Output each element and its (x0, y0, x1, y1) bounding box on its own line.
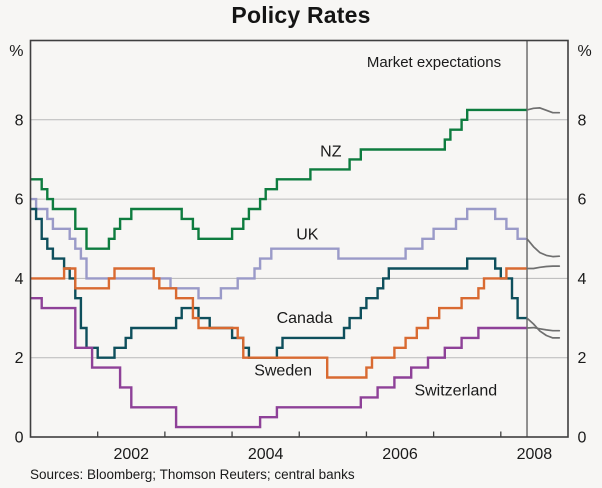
expectations-line-nz (526, 107, 561, 114)
y-axis-label-left-4: 4 (15, 271, 24, 288)
y-axis-unit-left: % (9, 43, 23, 60)
series-label-uk: UK (296, 227, 319, 244)
x-axis-label-2008: 2008 (517, 446, 553, 463)
y-axis-label-left-0: 0 (15, 430, 24, 447)
x-axis-label-2004: 2004 (248, 446, 284, 463)
series-line-canada (30, 207, 527, 359)
sources-note: Sources: Bloomberg; Thomson Reuters; cen… (30, 467, 355, 482)
series-label-switzerland: Switzerland (414, 382, 497, 399)
x-axis-label-2006: 2006 (382, 446, 418, 463)
expectations-line-canada (526, 317, 561, 339)
y-axis-unit-right: % (578, 43, 592, 60)
expectations-line-switzerland (526, 326, 561, 332)
x-axis-label-2002: 2002 (113, 446, 149, 463)
y-axis-label-right-6: 6 (578, 192, 587, 209)
expectations-line-sweden (526, 265, 561, 270)
y-axis-label-right-4: 4 (578, 271, 587, 288)
series-line-uk (30, 197, 527, 300)
series-label-nz: NZ (320, 143, 342, 160)
y-axis-label-left-8: 8 (15, 112, 24, 129)
y-axis-label-left-6: 6 (15, 192, 24, 209)
y-axis-label-right-0: 0 (578, 430, 587, 447)
expectations-line-uk (526, 237, 561, 258)
series-line-switzerland (30, 297, 527, 429)
chart-title: Policy Rates (231, 2, 371, 28)
market-expectations-label: Market expectations (366, 54, 502, 71)
y-axis-label-right-2: 2 (578, 350, 587, 367)
y-axis-label-right-8: 8 (578, 112, 587, 129)
series-label-canada: Canada (277, 310, 333, 327)
y-axis-label-left-2: 2 (15, 350, 24, 367)
series-line-sweden (30, 267, 527, 379)
series-line-nz (30, 108, 527, 250)
series-label-sweden: Sweden (254, 363, 312, 380)
